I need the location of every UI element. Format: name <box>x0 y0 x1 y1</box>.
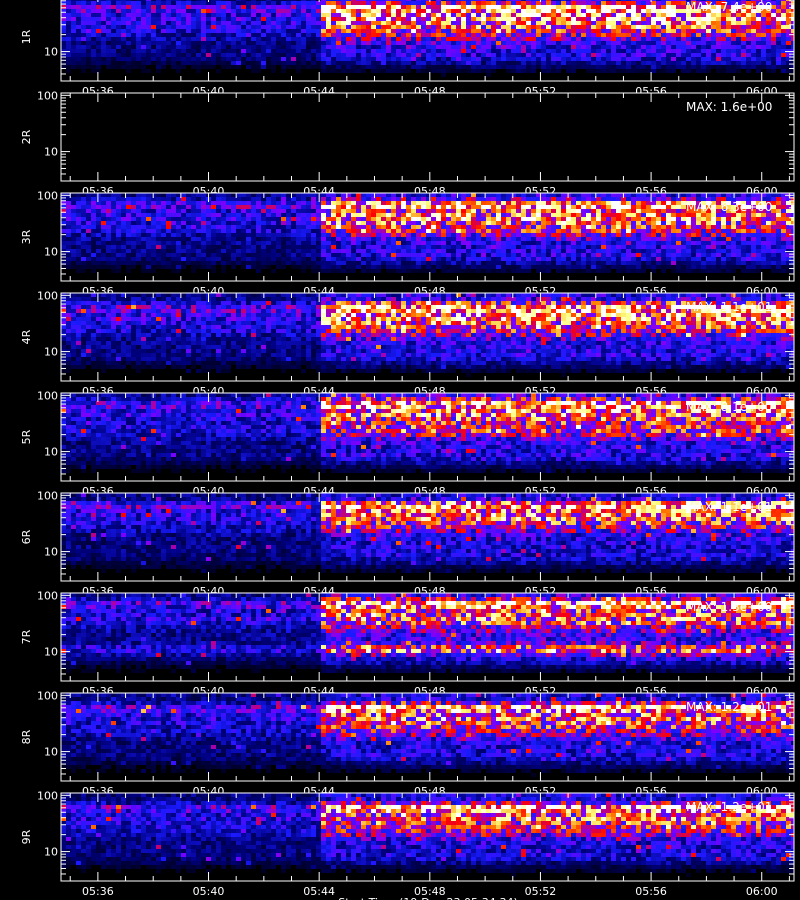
heatmap-1R <box>61 0 794 81</box>
x-tick-label: 05:36 <box>82 885 114 898</box>
panel-label: 7R <box>20 629 33 644</box>
plot-frame <box>60 0 795 82</box>
max-label: MAX: 1.1e+01 <box>686 500 772 514</box>
max-label: MAX: 1.1e+01 <box>686 300 772 314</box>
y-tick-label: 10 <box>44 446 58 459</box>
max-label: MAX: 7.4e+00 <box>686 0 772 14</box>
y-tick-label: 100 <box>37 689 58 702</box>
y-tick-label: 100 <box>37 0 58 2</box>
y-tick-label: 100 <box>37 589 58 602</box>
x-tick-label: 06:00 <box>746 885 778 898</box>
x-tick-label: 05:52 <box>525 885 557 898</box>
plot-frame <box>60 192 795 282</box>
panel-label: 6R <box>20 529 33 544</box>
panel-label: 9R <box>20 829 33 844</box>
max-label: MAX: 1.6e+00 <box>686 100 772 114</box>
max-label: MAX: 1.2e+01 <box>686 700 772 714</box>
panel-label: 1R <box>20 29 33 44</box>
x-tick-label: 05:48 <box>414 885 446 898</box>
heatmap-4R <box>61 293 794 381</box>
x-tick-label: 05:44 <box>303 885 335 898</box>
plot-frame <box>60 492 795 582</box>
y-tick-label: 10 <box>44 346 58 359</box>
plot-frame <box>60 792 795 882</box>
y-tick-label: 10 <box>44 46 58 59</box>
panel-label: 8R <box>20 729 33 744</box>
y-tick-label: 100 <box>37 789 58 802</box>
x-tick-label: 05:40 <box>193 885 225 898</box>
y-tick-label: 10 <box>44 246 58 259</box>
panel-1R: 1010005:3605:4005:4405:4805:5205:5606:00… <box>20 0 795 98</box>
plot-frame <box>60 392 795 482</box>
heatmap-8R <box>61 693 794 781</box>
heatmap-6R <box>61 493 794 581</box>
max-label: MAX: 6.3e+00 <box>686 200 772 214</box>
x-tick-label: 05:56 <box>635 885 667 898</box>
max-label: MAX: 8.1e+00 <box>686 400 772 414</box>
heatmap-9R <box>61 793 794 881</box>
y-tick-label: 10 <box>44 146 58 159</box>
heatmap-3R <box>61 193 794 281</box>
panel-9R: 10 100 05:36 05:40 05:44 05:48 05:52 05:56 06:00… <box>20 789 795 898</box>
plot-frame <box>60 692 795 782</box>
panel-label: 2R <box>20 129 33 144</box>
x-axis-label: Start Time (19-Dec-23 05:34:34) <box>338 896 518 900</box>
panel-label: 3R <box>20 229 33 244</box>
y-tick-label: 10 <box>44 846 58 859</box>
plot-frame <box>60 292 795 382</box>
panel-label: 4R <box>20 329 33 344</box>
plot-frame <box>60 92 795 182</box>
y-tick-label: 10 <box>44 646 58 659</box>
y-tick-label: 10 <box>44 746 58 759</box>
y-tick-label: 100 <box>37 189 58 202</box>
heatmap-7R <box>61 593 794 681</box>
y-tick-label: 10 <box>44 546 58 559</box>
panel-label: 5R <box>20 429 33 444</box>
heatmap-5R <box>61 393 794 481</box>
max-label: MAX: 1.2e+01 <box>686 800 772 814</box>
y-tick-label: 100 <box>37 389 58 402</box>
heatmap-2R <box>61 93 794 181</box>
plot-frame <box>60 592 795 682</box>
y-tick-label: 100 <box>37 89 58 102</box>
y-tick-label: 100 <box>37 289 58 302</box>
max-label: MAX: 1.3e+00 <box>686 600 772 614</box>
y-tick-label: 100 <box>37 489 58 502</box>
